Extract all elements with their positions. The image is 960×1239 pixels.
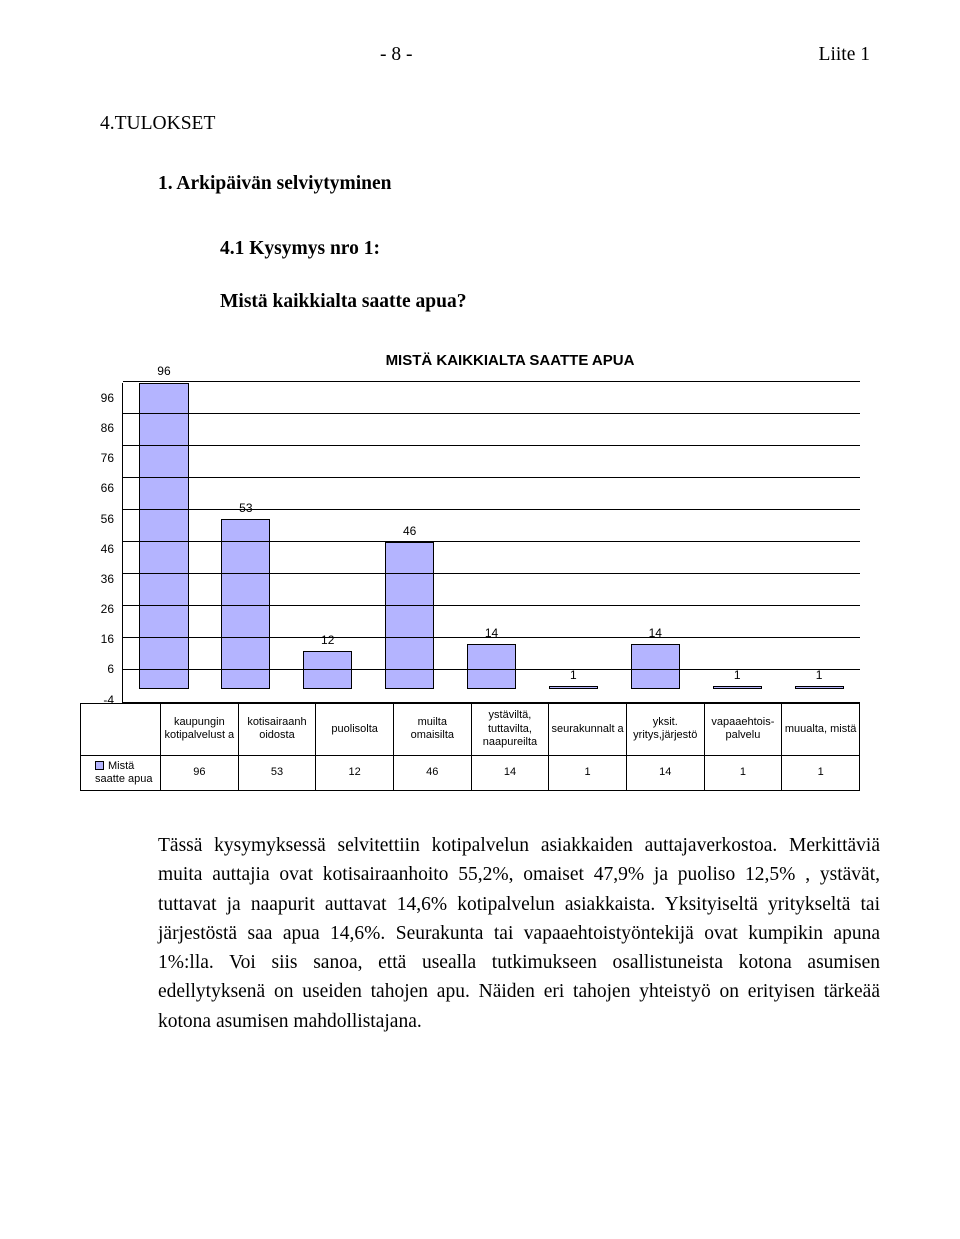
category-label-cell: vapaaehtois- palvelu xyxy=(704,703,782,755)
attachment-label: Liite 1 xyxy=(819,40,870,69)
subheading-1: 1. Arkipäivän selviytyminen xyxy=(158,169,880,198)
page-header: - 8 - Liite 1 xyxy=(100,40,880,69)
y-tick-label: 86 xyxy=(101,419,114,437)
y-tick-label: 56 xyxy=(101,510,114,528)
value-cell: 1 xyxy=(549,755,627,790)
y-tick-label: 76 xyxy=(101,449,114,467)
value-cell: 1 xyxy=(782,755,860,790)
gridline xyxy=(123,509,860,510)
gridline xyxy=(123,413,860,414)
gridline xyxy=(123,477,860,478)
y-tick-label: 36 xyxy=(101,570,114,588)
category-label-cell: yksit. yritys,järjestö xyxy=(626,703,704,755)
y-tick-label: 26 xyxy=(101,600,114,618)
y-tick-label: 96 xyxy=(101,389,114,407)
value-cell: 14 xyxy=(626,755,704,790)
chart-body: 9686766656463626166-4 965312461411411 xyxy=(80,383,860,703)
category-label-cell: puolisolta xyxy=(316,703,394,755)
y-tick-label: 6 xyxy=(107,660,114,678)
body-paragraph: Tässä kysymyksessä selvitettiin kotipalv… xyxy=(158,831,880,1036)
value-cell: 1 xyxy=(704,755,782,790)
bar-value-label: 46 xyxy=(369,522,451,540)
category-label-cell: muualta, mistä xyxy=(782,703,860,755)
value-cell: 53 xyxy=(238,755,316,790)
table-row: kaupungin kotipalvelust akotisairaanh oi… xyxy=(81,703,860,755)
chart-bar xyxy=(713,686,762,689)
category-label-cell: kaupungin kotipalvelust a xyxy=(161,703,239,755)
chart-title: MISTÄ KAIKKIALTA SAATTE APUA xyxy=(160,350,860,373)
bar-slot: 46 xyxy=(369,383,451,702)
chart-bar xyxy=(139,383,188,689)
bar-slot: 14 xyxy=(451,383,533,702)
gridline xyxy=(123,445,860,446)
gridline xyxy=(123,381,860,382)
bar-slot: 12 xyxy=(287,383,369,702)
bar-value-label: 12 xyxy=(287,631,369,649)
bar-slot: 14 xyxy=(614,383,696,702)
y-tick-label: 46 xyxy=(101,540,114,558)
page-number: - 8 - xyxy=(380,40,413,69)
value-cell: 96 xyxy=(161,755,239,790)
chart-bar xyxy=(467,644,516,689)
gridline xyxy=(123,541,860,542)
bar-slot: 1 xyxy=(532,383,614,702)
section-heading: 4.TULOKSET xyxy=(100,109,880,138)
chart-bar xyxy=(303,651,352,689)
category-label-cell: muilta omaisilta xyxy=(393,703,471,755)
category-label-cell: seurakunnalt a xyxy=(549,703,627,755)
bar-slot: 96 xyxy=(123,383,205,702)
category-label-cell: kotisairaanh oidosta xyxy=(238,703,316,755)
chart-bar xyxy=(549,686,598,689)
bar-value-label: 14 xyxy=(614,624,696,642)
bar-slot: 1 xyxy=(778,383,860,702)
y-tick-label: 16 xyxy=(101,630,114,648)
subheading-3: Mistä kaikkialta saatte apua? xyxy=(220,287,880,316)
chart-bar xyxy=(795,686,844,689)
value-cell: 14 xyxy=(471,755,549,790)
gridline xyxy=(123,637,860,638)
chart-bars: 965312461411411 xyxy=(123,383,860,702)
value-cell: 12 xyxy=(316,755,394,790)
y-tick-label: 66 xyxy=(101,479,114,497)
chart-bar xyxy=(385,542,434,689)
value-cell: 46 xyxy=(393,755,471,790)
chart-data-table: kaupungin kotipalvelust akotisairaanh oi… xyxy=(80,703,860,791)
bar-chart: MISTÄ KAIKKIALTA SAATTE APUA 96 86 76 66 56 4… xyxy=(80,350,860,791)
table-cell-empty xyxy=(81,703,161,755)
bar-value-label: 96 xyxy=(123,362,205,380)
subheading-2: 4.1 Kysymys nro 1: xyxy=(220,234,880,263)
table-row: Mistä saatte apua 965312461411411 xyxy=(81,755,860,790)
chart-plot-area: 965312461411411 xyxy=(122,383,860,703)
bar-value-label: 14 xyxy=(451,624,533,642)
y-axis: 9686766656463626166-4 xyxy=(80,383,122,703)
bar-slot: 1 xyxy=(696,383,778,702)
gridline xyxy=(123,573,860,574)
bar-slot: 53 xyxy=(205,383,287,702)
legend-swatch-icon xyxy=(95,761,104,770)
gridline xyxy=(123,605,860,606)
series-legend-cell: Mistä saatte apua xyxy=(81,755,161,790)
chart-bar xyxy=(631,644,680,689)
gridline xyxy=(123,669,860,670)
category-label-cell: ystäviltä, tuttavilta, naapureilta xyxy=(471,703,549,755)
